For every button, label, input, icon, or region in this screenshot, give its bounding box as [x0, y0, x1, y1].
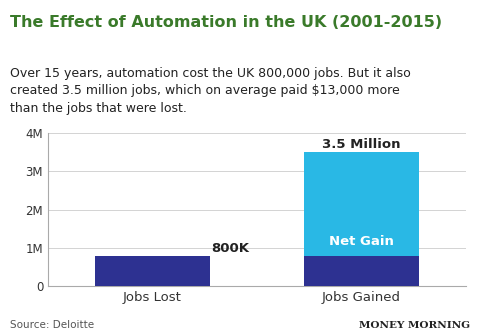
Text: Over 15 years, automation cost the UK 800,000 jobs. But it also
created 3.5 mill: Over 15 years, automation cost the UK 80…	[10, 67, 410, 115]
Bar	[304, 152, 419, 256]
Bar	[95, 256, 210, 286]
Text: The Effect of Automation in the UK (2001-2015): The Effect of Automation in the UK (2001…	[10, 15, 442, 30]
Text: 3.5 Million: 3.5 Million	[322, 138, 400, 151]
Text: Source: Deloitte: Source: Deloitte	[10, 320, 94, 330]
Text: Net Gain: Net Gain	[329, 235, 394, 248]
Bar	[304, 256, 419, 286]
Text: MONEY MORNING: MONEY MORNING	[359, 321, 470, 330]
Text: 800K: 800K	[211, 242, 249, 255]
